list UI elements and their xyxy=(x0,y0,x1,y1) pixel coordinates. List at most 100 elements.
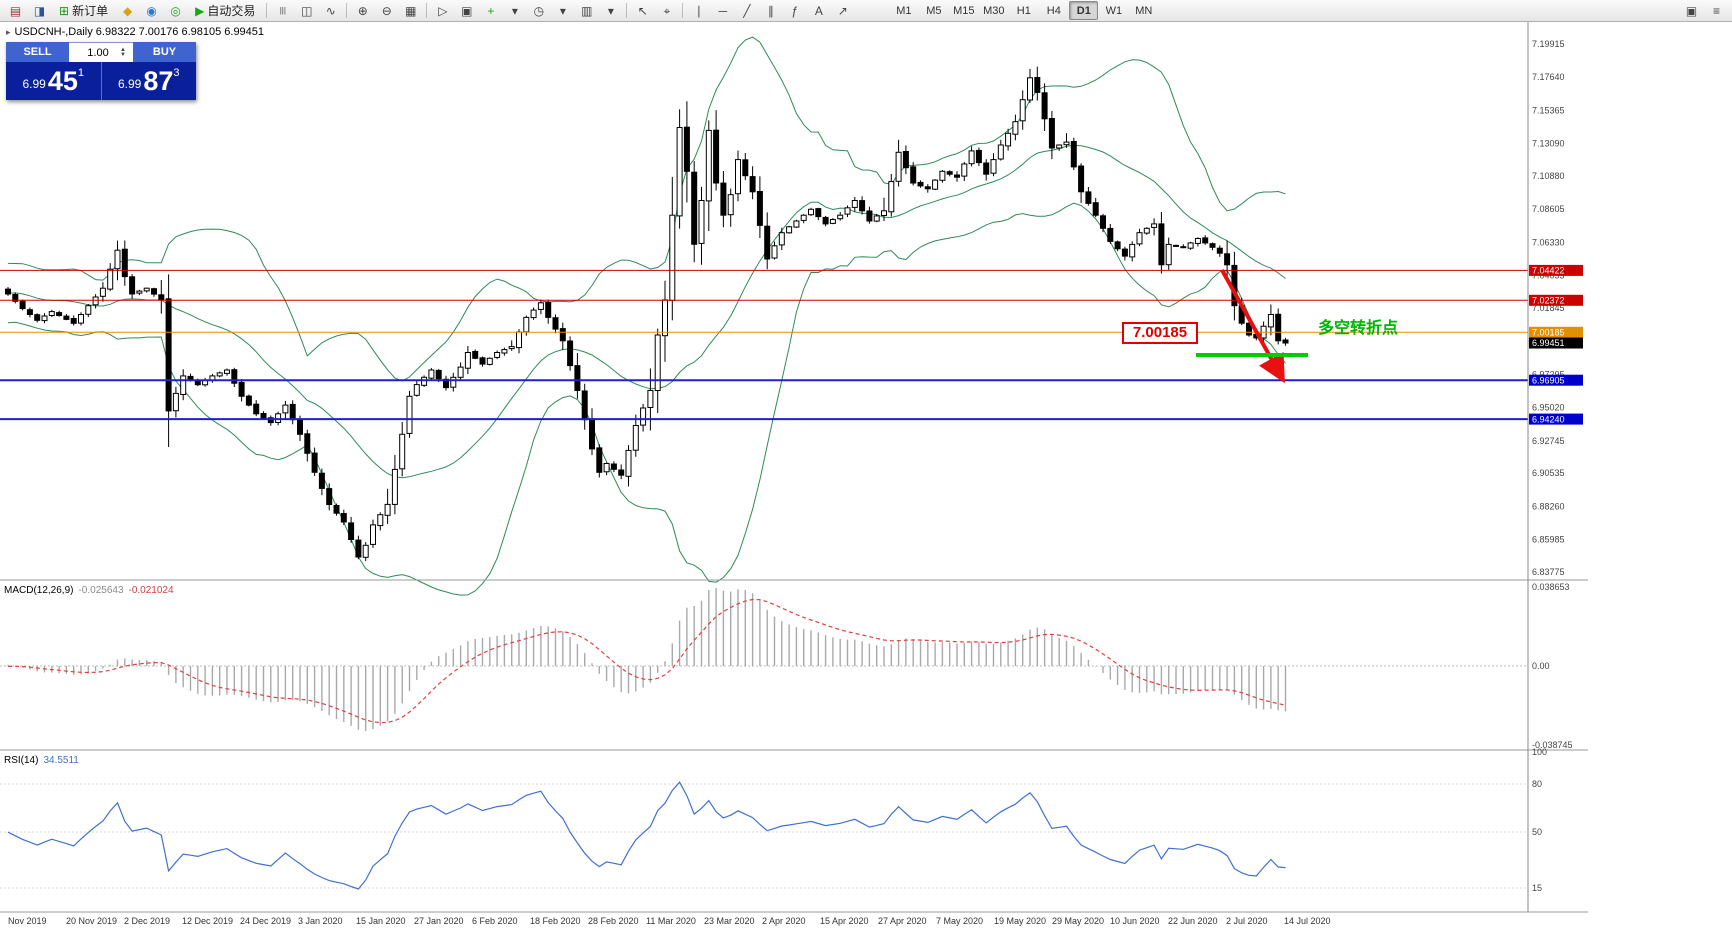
trendline-icon-glyph: ╱ xyxy=(743,3,751,18)
turning-point-line[interactable] xyxy=(1196,353,1308,357)
toolbar-right-icons: ▣ ≡ xyxy=(1680,1,1728,21)
strategy-tester-icon[interactable]: ◎ xyxy=(164,1,187,21)
sell-button[interactable]: SELL xyxy=(6,42,69,62)
indicators-dropdown-icon-glyph: ▾ xyxy=(511,3,518,18)
indicators-icon-glyph: + xyxy=(487,3,495,18)
trend-arrow[interactable] xyxy=(1220,269,1285,384)
macd-indicator-label: MACD(12,26,9) -0.025643 -0.021024 xyxy=(4,585,174,596)
toolbar-separator xyxy=(626,3,628,18)
price-axis-label: 7.08605 xyxy=(1532,204,1565,214)
periods-icon[interactable]: ◷ xyxy=(527,1,550,21)
timeframe-w1-button[interactable]: W1 xyxy=(1105,4,1123,17)
annotation-layer[interactable] xyxy=(1196,269,1308,384)
new-order-button[interactable]: ⊞ 新订单 xyxy=(52,1,115,21)
rsi-axis-label: 50 xyxy=(1532,827,1542,837)
periods-dropdown-icon[interactable]: ▾ xyxy=(551,1,574,21)
periods-icon-glyph: ◷ xyxy=(533,3,545,18)
price-tag xyxy=(1529,264,1583,276)
timeframe-d1-button[interactable]: D1 xyxy=(1069,1,1099,20)
channel-icon[interactable]: ∥ xyxy=(759,1,782,21)
date-label: Nov 2019 xyxy=(8,916,47,926)
indicators-dropdown-icon[interactable]: ▾ xyxy=(503,1,526,21)
timeframe-m15-button[interactable]: M15 xyxy=(953,4,975,17)
lot-up-button[interactable]: ▲ xyxy=(120,46,126,53)
templates-dropdown-icon[interactable]: ▾ xyxy=(599,1,622,21)
date-label: 2 Dec 2019 xyxy=(124,916,170,926)
market-depth-icon[interactable]: ◉ xyxy=(140,1,163,21)
menu-icon[interactable]: ≡ xyxy=(1712,3,1720,18)
chart-ohlc-title: ▸ USDCNH-,Daily 6.98322 7.00176 6.98105 … xyxy=(6,26,264,38)
crosshair-icon[interactable]: ⌖ xyxy=(655,1,678,21)
date-label: 22 Jun 2020 xyxy=(1168,916,1218,926)
rsi-axis-label: 100 xyxy=(1532,747,1547,757)
candles-layer xyxy=(5,66,1289,561)
arrows-icon-glyph: ↗ xyxy=(837,3,848,18)
timeframe-mn-button[interactable]: MN xyxy=(1135,4,1153,17)
fibonacci-icon[interactable]: ƒ xyxy=(783,1,806,21)
price-tag-label: 6.96905 xyxy=(1532,375,1565,385)
horizontal-levels-layer[interactable] xyxy=(0,269,1528,421)
tile-windows-icon[interactable]: ▦ xyxy=(399,1,422,21)
price-callout-box[interactable]: 7.00185 xyxy=(1122,322,1198,344)
new-order-button-icon: ⊞ xyxy=(59,3,70,18)
profiles-icon[interactable]: ◨ xyxy=(28,1,51,21)
price-axis-label: 7.01845 xyxy=(1532,303,1565,313)
zoom-out-icon-glyph: ⊖ xyxy=(381,3,392,18)
bar-chart-icon[interactable]: ||| xyxy=(271,1,294,21)
buy-price-prefix: 6.99 xyxy=(117,77,142,91)
crosshair-icon-glyph: ⌖ xyxy=(663,3,671,18)
arrows-icon[interactable]: ↗ xyxy=(831,1,854,21)
chart-shift-icon[interactable]: ▣ xyxy=(455,1,478,21)
zoom-out-icon[interactable]: ⊖ xyxy=(375,1,398,21)
market-depth-icon-glyph: ◉ xyxy=(146,3,157,18)
sell-price[interactable]: 6.99 45 1 xyxy=(6,62,101,100)
price-axis-label: 7.17640 xyxy=(1532,72,1565,82)
chart-canvas[interactable]: 7.19915 7.17640 7.15365 7.13090 7.10880 7.086… xyxy=(0,22,1732,946)
vertical-line-icon[interactable]: ∣ xyxy=(687,1,710,21)
price-axis-label: 7.19915 xyxy=(1532,39,1565,49)
price-tag xyxy=(1529,374,1583,386)
dock-icon[interactable]: ▣ xyxy=(1685,3,1698,18)
autotrade-button[interactable]: ▶ 自动交易 xyxy=(188,1,262,21)
horizontal-line-icon-glyph: ─ xyxy=(718,3,728,18)
auto-scroll-icon[interactable]: ▷ xyxy=(431,1,454,21)
timeframe-h4-button[interactable]: H4 xyxy=(1046,4,1061,17)
lot-down-button[interactable]: ▼ xyxy=(120,51,126,58)
rsi-line xyxy=(7,781,1286,890)
buy-price-pips: 87 xyxy=(143,65,174,96)
timeframe-m5-button[interactable]: M5 xyxy=(926,4,942,17)
timeframe-h1-button[interactable]: H1 xyxy=(1016,4,1031,17)
lot-size-input[interactable] xyxy=(76,45,121,60)
date-label: 23 Mar 2020 xyxy=(704,916,755,926)
buy-button[interactable]: BUY xyxy=(133,42,196,62)
cursor-icon[interactable]: ↖ xyxy=(631,1,654,21)
zoom-in-icon[interactable]: ⊕ xyxy=(351,1,374,21)
text-icon[interactable]: A xyxy=(807,1,830,21)
price-axis-label: 6.83775 xyxy=(1532,567,1565,577)
metaeditor-icon[interactable]: ◆ xyxy=(116,1,139,21)
horizontal-line-icon[interactable]: ─ xyxy=(711,1,734,21)
timeframe-m30-button[interactable]: M30 xyxy=(983,4,1005,17)
price-tag xyxy=(1529,326,1583,338)
candlestick-chart-icon[interactable]: ◫ xyxy=(295,1,318,21)
autotrade-button-icon: ▶ xyxy=(195,3,205,18)
one-click-trading-widget: SELL ▲ ▼ BUY 6.99 45 1 6.99 87 3 xyxy=(6,42,196,100)
toolbar: ▤ ◨ ⊞ 新订单 ◆ ◉ ◎ ▶ 自动交易 ||| ◫ ∿ ⊕ ⊖ ▦ ▷ ▣ + ▾ ◷ ▾ ▥ ▾ ↖ ⌖ ∣ ─ ╱ ∥ ƒ A ↗ M… xyxy=(0,0,1732,22)
indicators-icon[interactable]: + xyxy=(479,1,502,21)
turning-point-note[interactable]: 多空转折点 xyxy=(1318,320,1399,337)
templates-icon[interactable]: ▥ xyxy=(575,1,598,21)
buy-price[interactable]: 6.99 87 3 xyxy=(100,62,197,100)
line-chart-icon[interactable]: ∿ xyxy=(319,1,342,21)
zoom-in-icon-glyph: ⊕ xyxy=(357,3,368,18)
new-chart-icon[interactable]: ▤ xyxy=(4,1,27,21)
symbol-marker-icon: ▸ xyxy=(6,26,11,37)
timeframe-m1-button[interactable]: M1 xyxy=(896,4,912,17)
rsi-name: RSI(14) xyxy=(4,755,39,766)
trendline-icon[interactable]: ╱ xyxy=(735,1,758,21)
bollinger-middle-band xyxy=(7,144,1286,479)
price-axis-label: 7.15365 xyxy=(1532,106,1565,116)
periods-dropdown-icon-glyph: ▾ xyxy=(559,3,566,18)
timeframe-toolbar: M1 M5 M15 M30 H1 H4 D1 W1 MN xyxy=(889,1,1158,20)
bollinger-upper-band xyxy=(7,36,1286,382)
